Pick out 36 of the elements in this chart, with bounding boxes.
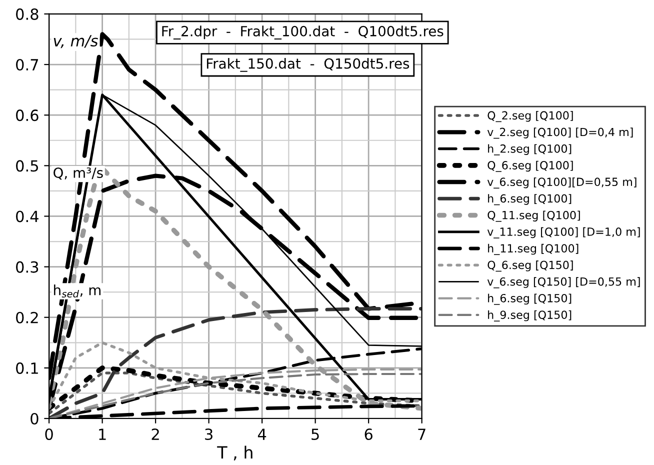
annotation: Q, m³/s bbox=[54, 167, 103, 180]
legend-label: h_9.seg [Q150] bbox=[488, 310, 572, 322]
x-tick-label: 7 bbox=[418, 428, 426, 440]
x-tick-label: 1 bbox=[99, 428, 106, 440]
y-tick-label: 0.5 bbox=[16, 160, 38, 172]
x-tick-label: 3 bbox=[205, 428, 212, 440]
legend-label: Q_2.seg [Q100] bbox=[488, 110, 573, 122]
annotation: Frakt_150.dat - Q150dt5.res bbox=[206, 58, 410, 72]
y-tick-label: 0.6 bbox=[16, 110, 38, 122]
x-tick-label: 0 bbox=[45, 428, 53, 440]
x-tick-label: 2 bbox=[152, 428, 159, 440]
annotation: Fr_2.dpr - Frakt_100.dat - Q100dt5.res bbox=[162, 26, 444, 40]
x-axis-title: T , h bbox=[217, 446, 252, 460]
legend-label: h_11.seg [Q100] bbox=[488, 244, 578, 255]
y-tick-label: 0.1 bbox=[16, 362, 38, 374]
legend-label: v_6.seg [Q150] [D=0,55 m] bbox=[487, 277, 640, 288]
legend-label: Q_6.seg [Q150] bbox=[488, 260, 573, 272]
legend-label: h_2.seg [Q100] bbox=[488, 144, 572, 156]
legend-label: h_6.seg [Q100] bbox=[488, 194, 572, 206]
legend-label: v_11.seg [Q100] [D=1,0 m] bbox=[487, 227, 640, 238]
y-tick-label: 0 bbox=[30, 412, 38, 425]
x-tick-label: 4 bbox=[258, 428, 266, 440]
x-tick-label: 6 bbox=[364, 428, 372, 440]
legend-label: Q_6.seg [Q100] bbox=[488, 160, 573, 172]
legend-label: v_6.seg [Q100][D=0,55 m] bbox=[487, 177, 636, 189]
legend-label: Q_11.seg [Q100] bbox=[488, 210, 580, 222]
y-tick-label: 0.8 bbox=[16, 8, 38, 20]
annotation: h$_{sed}$, m bbox=[54, 284, 100, 298]
y-tick-label: 0.3 bbox=[16, 261, 38, 273]
legend-label: h_6.seg [Q150] bbox=[488, 294, 572, 305]
y-tick-label: 0.7 bbox=[16, 58, 38, 71]
x-tick-label: 5 bbox=[312, 428, 319, 440]
y-axis-title: v, m/s bbox=[54, 35, 98, 48]
y-tick-label: 0.4 bbox=[16, 210, 38, 222]
y-tick-label: 0.2 bbox=[16, 312, 38, 324]
legend-label: v_2.seg [Q100] [D=0,4 m] bbox=[487, 128, 633, 139]
